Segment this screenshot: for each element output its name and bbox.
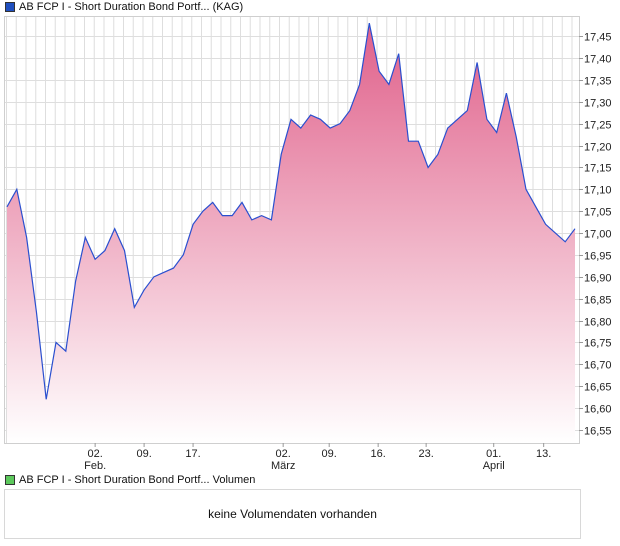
price-legend: AB FCP I - Short Duration Bond Portf... … [5, 1, 243, 13]
y-tick-label: 17,45 [584, 32, 612, 44]
y-tick-label: 16,60 [584, 404, 612, 416]
y-tick-label: 17,35 [584, 76, 612, 88]
y-tick-label: 16,55 [584, 426, 612, 438]
volume-legend-label: AB FCP I - Short Duration Bond Portf... … [19, 474, 256, 486]
y-tick-label: 16,75 [584, 338, 612, 350]
y-tick-label: 16,85 [584, 295, 612, 307]
volume-legend-swatch [5, 475, 15, 485]
y-tick-label: 16,95 [584, 251, 612, 263]
y-tick-label: 17,05 [584, 207, 612, 219]
y-tick-label: 17,40 [584, 54, 612, 66]
y-tick-label: 17,00 [584, 229, 612, 241]
price-legend-label: AB FCP I - Short Duration Bond Portf... … [19, 1, 244, 13]
y-tick-label: 17,10 [584, 185, 612, 197]
x-tick-label: 02. [276, 448, 291, 460]
x-tick-label: 09. [322, 448, 337, 460]
x-month-label: März [271, 460, 295, 472]
price-legend-swatch [5, 2, 15, 12]
x-tick-label: 23. [418, 448, 433, 460]
x-tick-label: 16. [371, 448, 386, 460]
volume-panel: keine Volumendaten vorhanden [4, 489, 581, 539]
y-tick-label: 17,15 [584, 163, 612, 175]
plot-frame [4, 16, 580, 444]
x-tick-label: 17. [185, 448, 200, 460]
y-tick-label: 16,70 [584, 360, 612, 372]
x-tick-label: 02. [87, 448, 102, 460]
x-month-label: Feb. [84, 460, 106, 472]
x-month-label: April [483, 460, 505, 472]
x-tick-label: 13. [536, 448, 551, 460]
x-tick-label: 09. [136, 448, 151, 460]
x-tick-label: 01. [486, 448, 501, 460]
price-line [6, 22, 576, 400]
price-chart: 16,55 16,60 16,65 16,70 16,75 16,80 16,85 16,90… [4, 16, 612, 472]
volume-legend: AB FCP I - Short Duration Bond Portf... … [5, 474, 255, 486]
y-tick-label: 16,65 [584, 382, 612, 394]
y-tick-label: 16,90 [584, 273, 612, 285]
price-area [7, 23, 575, 443]
y-tick-label: 17,25 [584, 120, 612, 132]
volume-empty-message: keine Volumendaten vorhanden [208, 507, 377, 521]
y-tick-label: 17,30 [584, 98, 612, 110]
y-tick-label: 16,80 [584, 317, 612, 329]
y-tick-label: 17,20 [584, 142, 612, 154]
